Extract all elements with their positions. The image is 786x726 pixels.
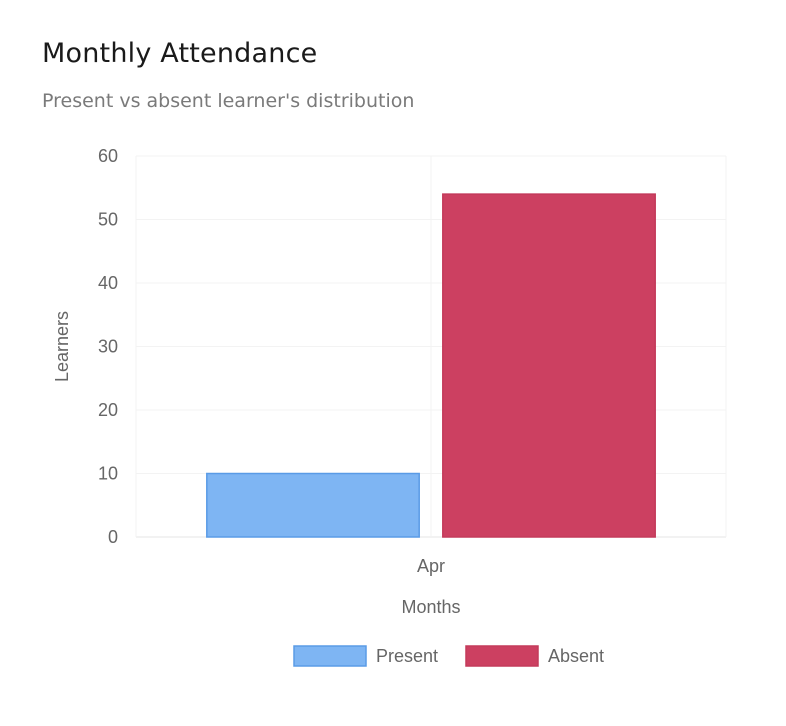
y-tick-label: 10 xyxy=(98,464,118,484)
y-tick-label: 30 xyxy=(98,337,118,357)
bar-present xyxy=(206,472,420,538)
bar-absent xyxy=(442,193,656,538)
y-tick-label: 20 xyxy=(98,400,118,420)
chart-subtitle: Present vs absent learner's distribution xyxy=(42,90,415,112)
y-tick-label: 40 xyxy=(98,273,118,293)
x-tick-label: Apr xyxy=(417,556,445,576)
legend-swatch-present xyxy=(293,645,367,667)
y-tick-label: 60 xyxy=(98,146,118,166)
x-axis-ticks: Apr xyxy=(417,556,445,576)
x-axis-title: Months xyxy=(401,597,460,617)
legend: Present Absent xyxy=(293,645,604,667)
y-axis-ticks: 0 10 20 30 40 50 60 xyxy=(98,146,118,547)
chart-title: Monthly Attendance xyxy=(42,38,318,69)
y-tick-label: 0 xyxy=(108,527,118,547)
bars xyxy=(206,193,656,538)
legend-swatch-absent xyxy=(465,645,539,667)
y-axis-title: Learners xyxy=(52,311,72,382)
legend-label-present: Present xyxy=(376,646,438,666)
legend-label-absent: Absent xyxy=(548,646,604,666)
y-tick-label: 50 xyxy=(98,210,118,230)
